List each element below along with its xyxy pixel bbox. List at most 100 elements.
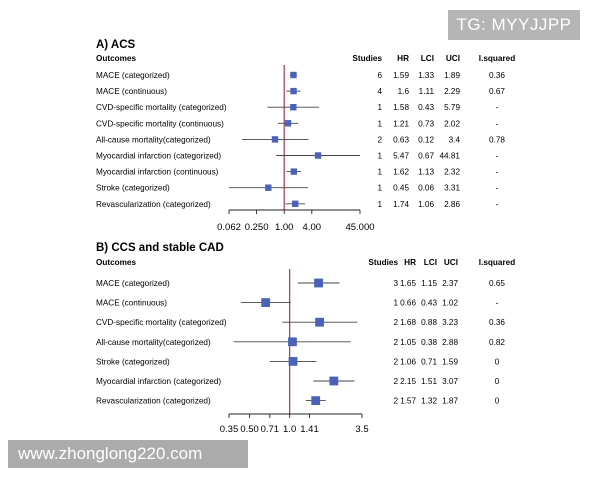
panel-b-x-tick-label-4: 1.41 bbox=[300, 424, 319, 435]
watermark-telegram: TG: MYYJJPP bbox=[448, 10, 580, 40]
panel-b-hr-value-5: 2.15 bbox=[400, 377, 416, 386]
panel-a-x-tick-label-4: 45.000 bbox=[345, 222, 374, 233]
panel-b-i-squared-value-3: 0.82 bbox=[489, 338, 505, 347]
panel-a-i-squared-value-5: - bbox=[496, 152, 499, 161]
panel-b-lci-value-6: 1.32 bbox=[421, 397, 437, 406]
panel-a-row-label-5: Myocardial infarction (categorized) bbox=[96, 152, 221, 161]
panel-b-studies-value-5: 2 bbox=[393, 377, 398, 386]
panel-a-uci-value-6: 2.32 bbox=[444, 168, 460, 177]
panel-b-hr-marker-5 bbox=[329, 376, 339, 386]
panel-a-hr-marker-5 bbox=[314, 152, 322, 159]
panel-a-hr-marker-2 bbox=[290, 104, 297, 111]
panel-b-column-header-hr: HR bbox=[404, 258, 416, 267]
panel-a-lci-value-4: 0.12 bbox=[418, 135, 434, 144]
panel-b-lci-value-2: 0.88 bbox=[421, 318, 437, 327]
panel-b-i-squared-value-1: - bbox=[496, 299, 499, 308]
panel-b-hr-marker-2 bbox=[315, 317, 325, 327]
panel-a-studies-value-8: 1 bbox=[377, 200, 382, 209]
watermark-website: www.zhonglong220.com bbox=[8, 440, 248, 468]
panel-b-i-squared-value-4: 0 bbox=[495, 357, 500, 366]
panel-a-x-tick-label-2: 1.00 bbox=[275, 222, 294, 233]
panel-a-x-tick-label-3: 4.00 bbox=[303, 222, 322, 233]
panel-a-column-header-hr: HR bbox=[397, 54, 409, 63]
panel-a-lci-value-8: 1.06 bbox=[418, 200, 434, 209]
panel-a-row-label-7: Stroke (categorized) bbox=[96, 184, 170, 193]
panel-a-studies-value-1: 4 bbox=[377, 87, 382, 96]
panel-a-hr-value-7: 0.45 bbox=[393, 184, 409, 193]
panel-a-hr-marker-7 bbox=[265, 184, 272, 191]
panel-b-studies-value-6: 2 bbox=[393, 397, 398, 406]
panel-a-hr-value-6: 1.62 bbox=[393, 168, 409, 177]
panel-b-lci-value-3: 0.38 bbox=[421, 338, 437, 347]
panel-b-uci-value-1: 1.02 bbox=[442, 299, 458, 308]
panel-b-i-squared-value-6: 0 bbox=[495, 397, 500, 406]
panel-a-i-squared-value-0: 0.36 bbox=[489, 71, 505, 80]
panel-a-row-label-0: MACE (categorized) bbox=[96, 71, 170, 80]
panel-a-i-squared-value-7: - bbox=[496, 184, 499, 193]
panel-a-lci-value-7: 0.06 bbox=[418, 184, 434, 193]
panel-a-uci-value-5: 44.81 bbox=[440, 152, 461, 161]
panel-b-studies-value-1: 1 bbox=[393, 299, 398, 308]
panel-a-i-squared-value-8: - bbox=[496, 200, 499, 209]
panel-a-title: A) ACS bbox=[96, 39, 136, 51]
panel-b-column-header-i-squared: I.squared bbox=[479, 258, 515, 267]
panel-b-x-tick-label-0: 0.35 bbox=[220, 424, 239, 435]
panel-a-row-label-4: All-cause mortality(categorized) bbox=[96, 135, 211, 144]
panel-b-uci-value-2: 3.23 bbox=[442, 318, 458, 327]
panel-a-x-tick-label-0: 0.062 bbox=[217, 222, 241, 233]
panel-a-uci-value-4: 3.4 bbox=[449, 135, 461, 144]
panel-b-lci-value-4: 0.71 bbox=[421, 357, 437, 366]
panel-a-studies-value-7: 1 bbox=[377, 184, 382, 193]
panel-b-row-label-2: CVD-specific mortality (categorized) bbox=[96, 318, 227, 327]
panel-b-hr-value-1: 0.66 bbox=[400, 299, 416, 308]
panel-a-uci-value-7: 3.31 bbox=[444, 184, 460, 193]
panel-b-hr-value-4: 1.06 bbox=[400, 357, 416, 366]
panel-b-lci-value-5: 1.51 bbox=[421, 377, 437, 386]
panel-a-i-squared-value-4: 0.78 bbox=[489, 135, 505, 144]
panel-a-hr-marker-1 bbox=[290, 87, 297, 95]
panel-a-column-header-uci: UCI bbox=[446, 54, 460, 63]
panel-b-studies-value-3: 2 bbox=[393, 338, 398, 347]
panel-b-column-header-studies: Studies bbox=[368, 258, 398, 267]
panel-a-column-header-i-squared: I.squared bbox=[479, 54, 515, 63]
panel-a-hr-value-2: 1.58 bbox=[393, 103, 409, 112]
panel-b-studies-value-2: 2 bbox=[393, 318, 398, 327]
panel-a-hr-value-5: 5.47 bbox=[393, 152, 409, 161]
panel-a-i-squared-value-2: - bbox=[496, 103, 499, 112]
panel-a-column-header-lci: LCI bbox=[421, 54, 434, 63]
panel-b-uci-value-5: 3.07 bbox=[442, 377, 458, 386]
panel-a-uci-value-3: 2.02 bbox=[444, 119, 460, 128]
panel-b-outcomes-header: Outcomes bbox=[96, 258, 136, 267]
panel-b-i-squared-value-0: 0.65 bbox=[489, 279, 505, 288]
panel-b-column-header-uci: UCI bbox=[444, 258, 458, 267]
panel-a-hr-marker-6 bbox=[290, 168, 298, 175]
panel-a-hr-value-1: 1.6 bbox=[398, 87, 410, 96]
panel-b-row-label-3: All-cause mortality(categorized) bbox=[96, 338, 211, 347]
panel-a-x-tick-label-1: 0.250 bbox=[245, 222, 269, 233]
panel-a-studies-value-3: 1 bbox=[377, 119, 382, 128]
panel-a-uci-value-2: 5.79 bbox=[444, 103, 460, 112]
panel-b-title: B) CCS and stable CAD bbox=[96, 242, 224, 254]
panel-b-x-tick-label-2: 0.71 bbox=[261, 424, 280, 435]
panel-a-lci-value-1: 1.11 bbox=[419, 87, 435, 96]
panel-b-hr-marker-1 bbox=[261, 298, 271, 307]
panel-b-uci-value-6: 1.87 bbox=[442, 397, 458, 406]
panel-b-studies-value-0: 3 bbox=[393, 279, 398, 288]
panel-b-uci-value-0: 2.37 bbox=[442, 279, 458, 288]
panel-a-lci-value-0: 1.33 bbox=[418, 71, 434, 80]
panel-a-lci-value-2: 0.43 bbox=[418, 103, 434, 112]
panel-a-i-squared-value-1: 0.67 bbox=[489, 87, 505, 96]
panel-b-x-tick-label-3: 1.0 bbox=[283, 424, 296, 435]
panel-b-hr-marker-6 bbox=[311, 396, 321, 405]
panel-a-outcomes-header: Outcomes bbox=[96, 54, 136, 63]
panel-b-lci-value-1: 0.43 bbox=[421, 299, 437, 308]
panel-a-row-label-6: Myocardial infarction (continuous) bbox=[96, 168, 219, 177]
panel-b-hr-marker-3 bbox=[288, 337, 297, 347]
panel-b-row-label-1: MACE (continuous) bbox=[96, 299, 167, 308]
panel-a-hr-marker-4 bbox=[271, 136, 279, 143]
panel-b-hr-marker-0 bbox=[314, 278, 323, 288]
panel-b-row-label-4: Stroke (categorized) bbox=[96, 357, 170, 366]
panel-a-hr-value-0: 1.59 bbox=[393, 71, 409, 80]
panel-b-i-squared-value-2: 0.36 bbox=[489, 318, 505, 327]
